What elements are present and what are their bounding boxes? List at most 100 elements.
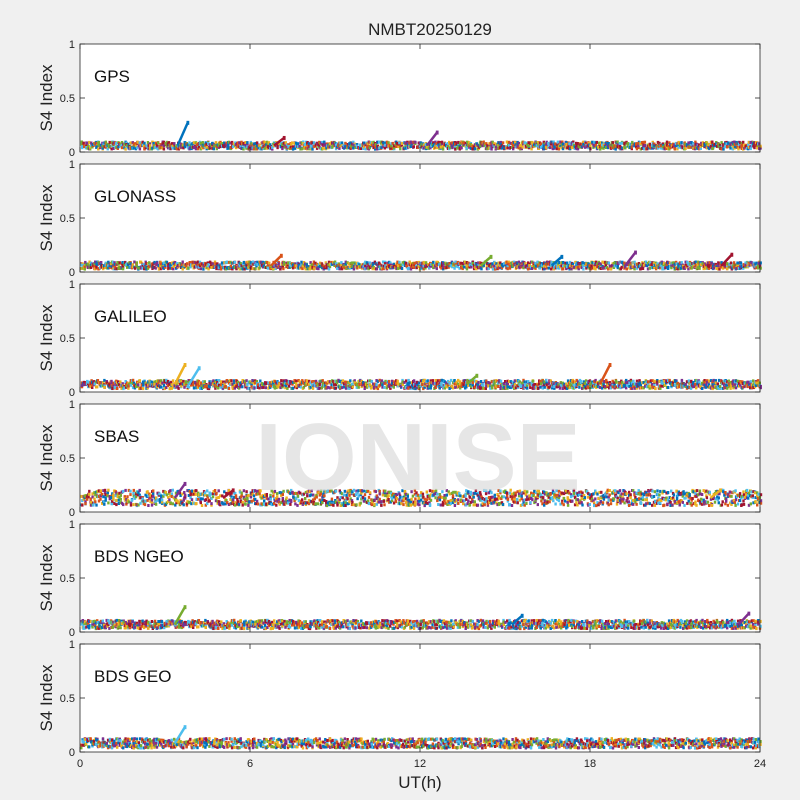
- data-point: [311, 265, 314, 269]
- data-point: [177, 379, 180, 383]
- data-point: [124, 260, 127, 264]
- data-point: [116, 387, 119, 390]
- data-point: [208, 380, 211, 384]
- data-point: [623, 141, 626, 145]
- data-point: [395, 141, 399, 145]
- data-point: [716, 144, 719, 148]
- data-point: [238, 385, 242, 389]
- data-point: [613, 264, 617, 268]
- data-point: [490, 264, 493, 268]
- data-point: [565, 261, 569, 265]
- data-point: [178, 263, 181, 267]
- data-point: [135, 261, 138, 265]
- data-point: [468, 265, 472, 269]
- data-point: [316, 382, 319, 386]
- spike-trace: [176, 122, 189, 147]
- data-point: [534, 261, 537, 265]
- data-point: [151, 264, 154, 268]
- data-point: [145, 265, 148, 269]
- data-point: [435, 146, 438, 150]
- data-point: [118, 143, 121, 146]
- data-point: [159, 262, 163, 266]
- data-point: [587, 146, 590, 150]
- data-point: [283, 262, 286, 266]
- data-point: [169, 266, 172, 270]
- data-point: [260, 263, 264, 267]
- data-point: [750, 143, 754, 147]
- data-point: [480, 267, 483, 271]
- data-point: [562, 261, 565, 264]
- spike-point: [435, 130, 439, 135]
- data-point: [205, 145, 208, 149]
- data-point: [156, 147, 160, 151]
- data-point: [719, 265, 723, 269]
- data-point: [156, 141, 160, 145]
- data-point: [184, 382, 188, 386]
- data-point: [524, 141, 528, 145]
- data-point: [749, 147, 752, 151]
- data-point: [323, 140, 326, 144]
- data-point: [230, 140, 234, 144]
- data-point: [639, 142, 642, 146]
- data-point: [309, 264, 312, 268]
- data-point: [187, 266, 190, 270]
- data-point: [368, 262, 372, 266]
- data-point: [364, 381, 368, 385]
- data-point: [265, 381, 269, 385]
- data-point: [219, 384, 223, 388]
- data-point: [700, 141, 703, 145]
- data-point: [375, 383, 378, 387]
- data-point: [380, 146, 383, 150]
- data-point: [406, 145, 410, 149]
- data-point: [123, 146, 126, 150]
- data-point: [88, 380, 91, 384]
- data-point: [97, 147, 100, 151]
- data-point: [196, 379, 199, 383]
- data-point: [448, 262, 451, 266]
- data-point: [372, 382, 375, 386]
- data-point: [427, 146, 430, 150]
- data-point: [702, 267, 705, 271]
- data-point: [287, 144, 290, 148]
- data-point: [356, 264, 359, 268]
- data-point: [94, 143, 97, 147]
- data-point: [599, 267, 603, 270]
- data-point: [238, 141, 241, 145]
- data-point: [501, 262, 505, 266]
- data-point: [338, 267, 341, 271]
- data-point: [282, 267, 285, 271]
- data-point: [739, 266, 742, 270]
- data-point: [611, 263, 614, 267]
- data-point: [260, 260, 263, 264]
- data-point: [146, 141, 150, 144]
- data-point: [348, 386, 351, 390]
- data-point: [254, 267, 257, 271]
- data-point: [494, 267, 497, 271]
- data-point: [616, 140, 619, 144]
- data-point: [120, 144, 123, 148]
- data-point: [526, 386, 529, 390]
- data-point: [437, 140, 440, 144]
- data-point: [637, 144, 640, 148]
- data-point: [203, 380, 206, 384]
- data-point: [254, 142, 257, 145]
- data-point: [446, 145, 450, 149]
- data-point: [479, 144, 482, 148]
- data-point: [408, 381, 412, 385]
- data-point: [358, 263, 361, 267]
- data-point: [301, 267, 304, 271]
- data-point: [111, 262, 115, 266]
- data-point: [197, 384, 201, 388]
- data-point: [305, 381, 308, 385]
- data-point: [445, 266, 448, 269]
- data-point: [536, 260, 539, 264]
- plot-area: [80, 44, 760, 152]
- data-point: [601, 146, 604, 150]
- data-point: [233, 386, 236, 390]
- data-point: [151, 146, 154, 150]
- data-point: [698, 147, 701, 151]
- data-point: [239, 381, 243, 385]
- data-point: [648, 262, 651, 266]
- data-point: [145, 144, 148, 148]
- data-point: [291, 381, 295, 384]
